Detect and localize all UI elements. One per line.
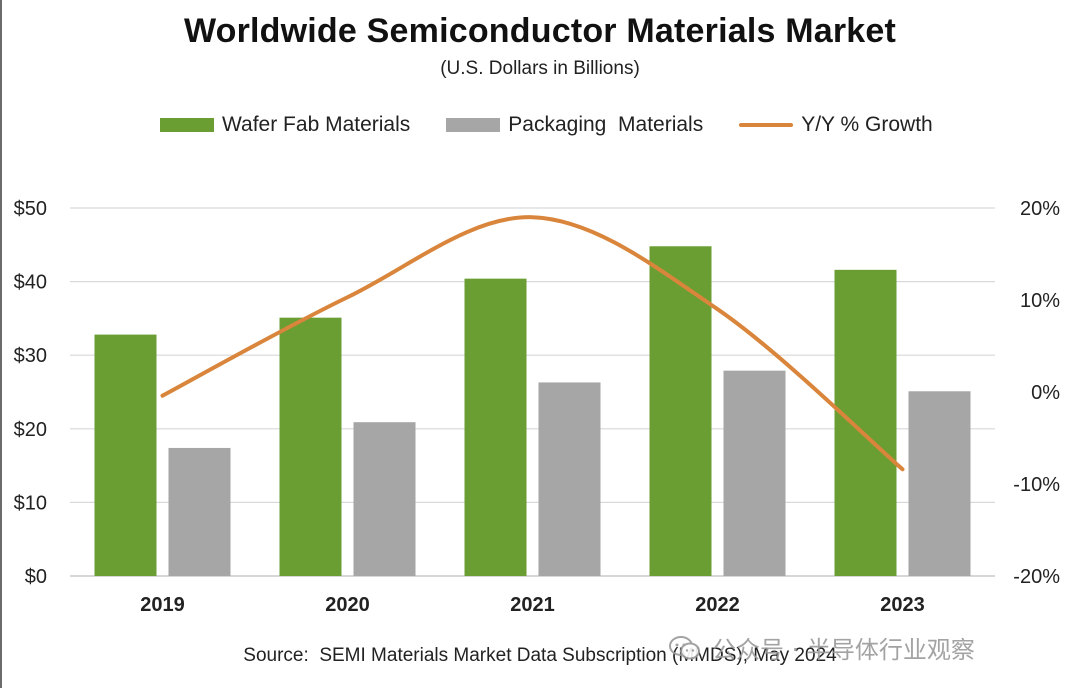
chart-title: Worldwide Semiconductor Materials Market bbox=[183, 12, 897, 50]
bar-wafer-fab-2021 bbox=[464, 278, 527, 576]
legend: Wafer Fab Materials Packaging Materials … bbox=[160, 110, 969, 140]
legend-item-packaging: Packaging Materials bbox=[446, 113, 703, 137]
legend-label-growth: Y/Y % Growth bbox=[801, 113, 933, 136]
growth-line bbox=[160, 215, 905, 472]
legend-label-packaging: Packaging Materials bbox=[508, 113, 704, 136]
y-right-tick-label: 20% bbox=[1020, 198, 1060, 220]
bar-packaging-2021 bbox=[538, 382, 601, 576]
y-left-tick-label: $0 bbox=[25, 566, 47, 588]
legend-swatch-wafer-fab bbox=[160, 118, 214, 132]
y-right-tick-label: 0% bbox=[1031, 382, 1060, 404]
legend-item-growth: Y/Y % Growth bbox=[739, 113, 933, 137]
x-tick-label: 2020 bbox=[325, 594, 370, 616]
legend-swatch-packaging bbox=[446, 118, 501, 132]
bar-wafer-fab-2019 bbox=[94, 334, 157, 576]
watermark-text: 公众号 · 半导体行业观察 bbox=[712, 636, 975, 664]
y-left-tick-label: $50 bbox=[14, 198, 47, 220]
bar-packaging-2023 bbox=[908, 391, 971, 576]
chart-subtitle: (U.S. Dollars in Billions) bbox=[440, 58, 640, 79]
y-right-tick-label: 10% bbox=[1020, 290, 1060, 312]
bar-wafer-fab-2023 bbox=[834, 269, 897, 576]
bar-wafer-fab-2022 bbox=[649, 246, 712, 576]
legend-item-wafer-fab: Wafer Fab Materials bbox=[160, 113, 410, 137]
x-tick-label: 2019 bbox=[140, 594, 185, 616]
x-tick-label: 2021 bbox=[510, 594, 555, 616]
legend-swatch-growth bbox=[739, 123, 794, 127]
bar-packaging-2022 bbox=[723, 370, 786, 576]
y-right-tick-label: -20% bbox=[1013, 566, 1060, 588]
y-left-tick-label: $40 bbox=[14, 272, 47, 294]
y-left-tick-label: $30 bbox=[14, 345, 47, 367]
source-note: Source: SEMI Materials Market Data Subsc… bbox=[243, 645, 837, 666]
bar-wafer-fab-2020 bbox=[279, 317, 342, 576]
legend-label-wafer-fab: Wafer Fab Materials bbox=[222, 113, 411, 136]
y-right-tick-label: -10% bbox=[1013, 474, 1060, 496]
x-tick-label: 2022 bbox=[695, 594, 740, 616]
bar-packaging-2020 bbox=[353, 422, 416, 576]
bar-packaging-2019 bbox=[168, 447, 231, 576]
y-left-tick-label: $10 bbox=[14, 492, 47, 514]
x-tick-label: 2023 bbox=[880, 594, 925, 616]
watermark: 公众号 · 半导体行业观察 bbox=[668, 630, 975, 665]
wechat-icon bbox=[669, 635, 700, 659]
y-left-tick-label: $20 bbox=[14, 419, 47, 441]
